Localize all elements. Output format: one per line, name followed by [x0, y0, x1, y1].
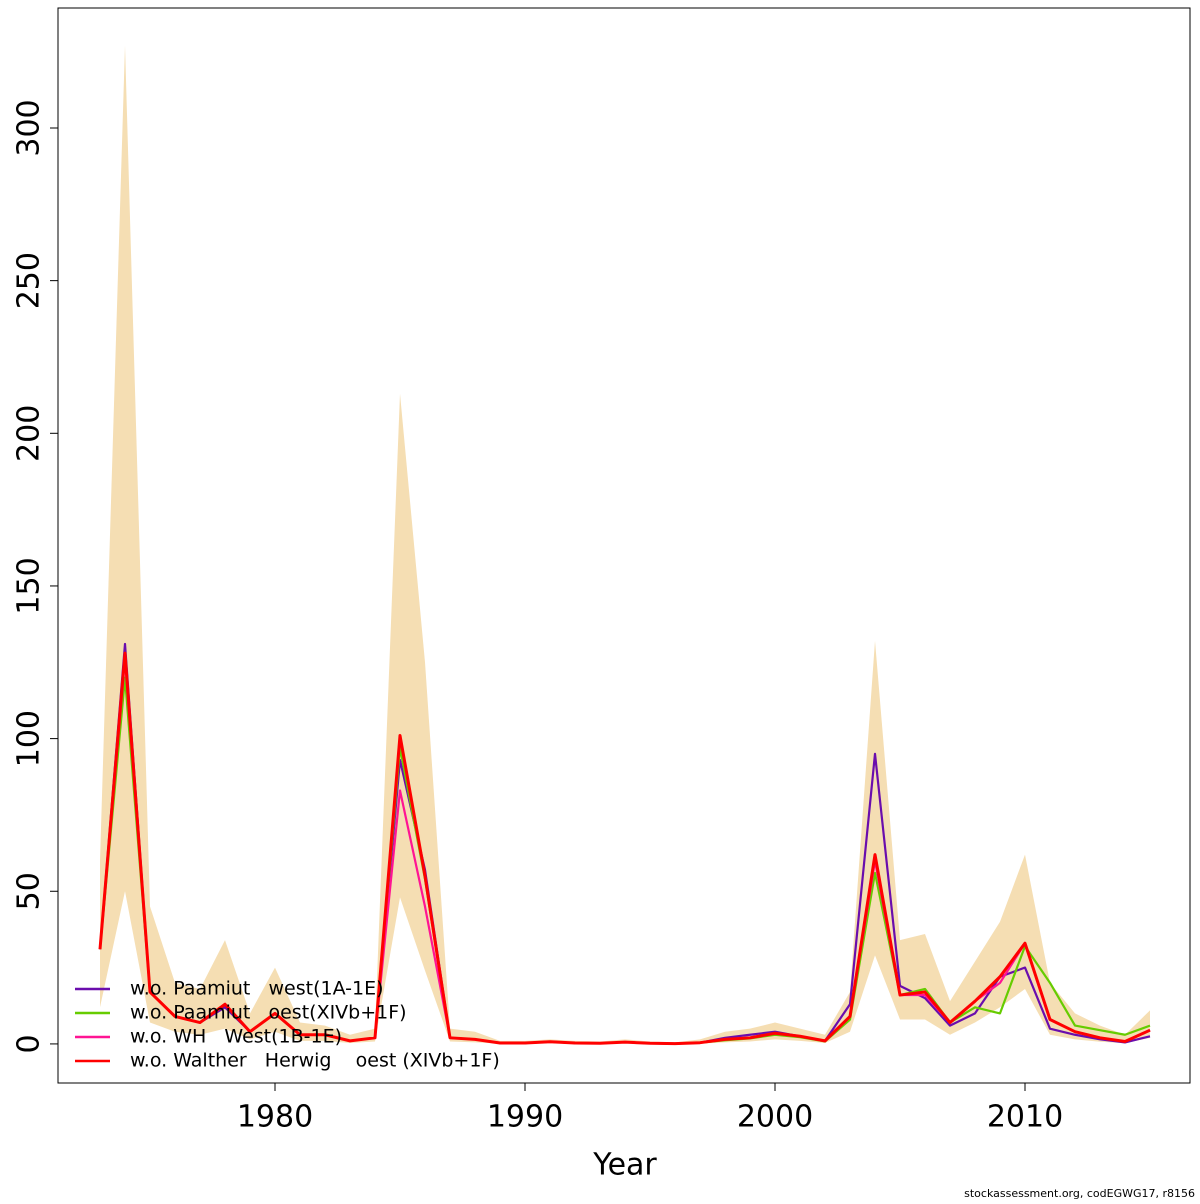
- legend-label: w.o. Walther Herwig oest (XIVb+1F): [130, 1050, 500, 1072]
- axis-box: [57, 7, 1191, 1084]
- x-tick-label: 1980: [237, 1100, 313, 1135]
- plot-area: [98, 45, 1151, 1046]
- legend-label: w.o. WH West(1B-1E): [130, 1026, 342, 1048]
- x-tick-label: 2000: [737, 1100, 813, 1135]
- y-tick-label: 100: [12, 710, 47, 767]
- x-tick-label: 1990: [487, 1100, 563, 1135]
- confidence-band: [100, 45, 1150, 1044]
- y-tick-label: 200: [12, 405, 47, 462]
- y-tick-label: 300: [12, 99, 47, 156]
- y-tick-label: 50: [12, 872, 47, 910]
- x-axis-label: Year: [592, 1148, 657, 1183]
- x-tick-label: 2010: [987, 1100, 1063, 1135]
- legend-label: w.o. Paamiut west(1A-1E): [130, 978, 384, 1000]
- y-tick-label: 250: [12, 252, 47, 309]
- y-tick-label: 150: [12, 557, 47, 614]
- y-tick-label: 0: [12, 1034, 47, 1053]
- legend-label: w.o. Paamiut oest(XIVb+1F): [130, 1002, 407, 1024]
- footer: stockassessment.org, codEGWG17, r8156: [964, 1187, 1195, 1200]
- series-line: [98, 651, 1151, 1046]
